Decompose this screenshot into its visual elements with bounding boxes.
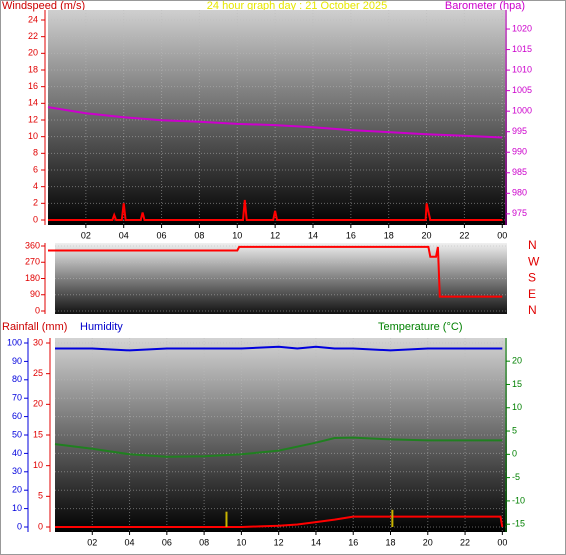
y-tick-label: 5 (38, 491, 43, 501)
x-tick-label: 20 (423, 537, 433, 547)
y-tick-label: 90 (12, 356, 22, 366)
y-tick-label: 2 (33, 198, 38, 208)
direction-label: S (528, 271, 536, 285)
y-tick-label: 5 (512, 425, 517, 435)
x-tick-label: 22 (459, 230, 469, 240)
y-tick-label: 14 (28, 98, 38, 108)
x-tick-label: 14 (311, 537, 321, 547)
series-line (48, 199, 503, 221)
direction-label: E (528, 287, 536, 301)
baro-axis-label: Barometer (hpa) (445, 0, 525, 12)
y-tick-label: 995 (512, 126, 527, 136)
y-tick-label: 12 (28, 114, 38, 124)
x-tick-label: 18 (385, 537, 395, 547)
y-tick-label: 70 (12, 393, 22, 403)
x-tick-label: 06 (162, 537, 172, 547)
x-tick-label: 02 (87, 537, 97, 547)
y-tick-label: 24 (28, 14, 38, 24)
y-tick-label: 15 (33, 429, 43, 439)
chart-title: 24 hour graph day : 21 October 2025 (207, 0, 387, 12)
y-tick-label: 0 (512, 449, 517, 459)
series-line (47, 106, 503, 139)
x-tick-label: 06 (157, 230, 167, 240)
y-tick-label: 40 (12, 448, 22, 458)
temp-axis-label: Temperature (°C) (378, 321, 462, 333)
direction-label: N (528, 303, 537, 317)
y-tick-label: 22 (28, 31, 38, 41)
y-tick-label: 20 (28, 48, 38, 58)
series-line (48, 245, 503, 298)
y-tick-label: 18 (28, 64, 38, 74)
wind-axis-label: Windspeed (m/s) (2, 0, 85, 12)
bar (225, 511, 228, 527)
y-tick-label: 25 (33, 368, 43, 378)
series-line (55, 345, 503, 352)
y-tick-label: 6 (33, 164, 38, 174)
y-tick-label: 30 (33, 337, 43, 347)
y-tick-label: 16 (28, 81, 38, 91)
y-tick-label: 20 (33, 399, 43, 409)
x-tick-label: 14 (308, 230, 318, 240)
y-tick-label: 8 (33, 148, 38, 158)
series-line (55, 515, 504, 528)
y-tick-label: 1010 (512, 64, 532, 74)
y-tick-label: 20 (512, 356, 522, 366)
x-tick-label: 16 (348, 537, 358, 547)
y-tick-label: 980 (512, 188, 527, 198)
y-tick-label: 30 (12, 466, 22, 476)
x-tick-label: 08 (194, 230, 204, 240)
y-tick-label: 10 (33, 460, 43, 470)
x-tick-label: 20 (422, 230, 432, 240)
y-tick-label: 10 (512, 402, 522, 412)
x-tick-label: 16 (346, 230, 356, 240)
x-tick-label: 10 (232, 230, 242, 240)
x-tick-label: 22 (460, 537, 470, 547)
series-line (54, 436, 503, 458)
y-tick-label: 985 (512, 167, 527, 177)
y-tick-label: 4 (33, 181, 38, 191)
y-tick-label: -5 (512, 472, 520, 482)
y-tick-label: 60 (12, 411, 22, 421)
y-tick-label: 990 (512, 147, 527, 157)
y-tick-label: 0 (38, 521, 43, 531)
y-tick-label: -10 (512, 495, 525, 505)
rain-axis-label: Rainfall (mm) (2, 321, 67, 333)
humidity-axis-label: Humidity (80, 321, 123, 333)
y-tick-label: 180 (25, 273, 40, 283)
y-tick-label: 90 (30, 289, 40, 299)
x-tick-label: 10 (236, 537, 246, 547)
x-tick-label: 12 (270, 230, 280, 240)
y-tick-label: 1015 (512, 44, 532, 54)
x-tick-label: 00 (497, 537, 507, 547)
x-tick-label: 04 (125, 537, 135, 547)
y-tick-label: 100 (7, 337, 22, 347)
y-tick-label: 15 (512, 379, 522, 389)
direction-label: N (528, 238, 537, 252)
x-tick-label: 18 (384, 230, 394, 240)
y-tick-label: 0 (33, 214, 38, 224)
x-tick-label: 12 (274, 537, 284, 547)
y-tick-label: 360 (25, 240, 40, 250)
y-tick-label: 10 (12, 503, 22, 513)
y-tick-label: -15 (512, 519, 525, 529)
y-tick-label: 10 (28, 131, 38, 141)
y-tick-label: 1000 (512, 106, 532, 116)
y-tick-label: 0 (17, 521, 22, 531)
x-tick-label: 02 (81, 230, 91, 240)
y-tick-label: 270 (25, 257, 40, 267)
y-tick-label: 1005 (512, 85, 532, 95)
direction-label: W (528, 254, 540, 268)
x-tick-label: 08 (199, 537, 209, 547)
y-tick-label: 20 (12, 485, 22, 495)
y-tick-label: 50 (12, 429, 22, 439)
x-tick-label: 00 (497, 230, 507, 240)
y-tick-label: 0 (35, 305, 40, 315)
y-tick-label: 80 (12, 374, 22, 384)
y-tick-label: 975 (512, 208, 527, 218)
bar (391, 509, 394, 527)
y-tick-label: 1020 (512, 23, 532, 33)
x-tick-label: 04 (119, 230, 129, 240)
